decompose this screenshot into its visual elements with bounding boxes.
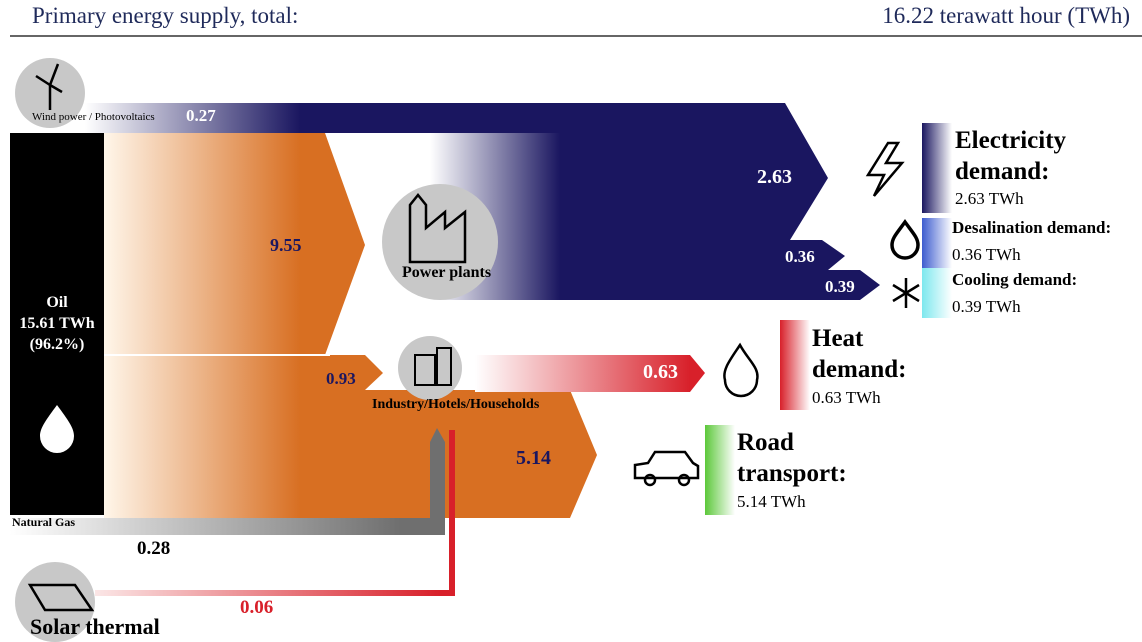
flow-label: 0.93 (326, 369, 356, 388)
water-icon (890, 219, 920, 260)
gas-flow (10, 428, 445, 535)
flow-label: 0.63 (643, 361, 678, 383)
demand-title: Electricity demand: (955, 127, 1067, 185)
source-label: Wind power / Photovoltaics (32, 111, 155, 123)
oil-flow (104, 133, 597, 518)
demand-title: Desalination demand: (952, 218, 1112, 237)
flow-label: 0.27 (186, 106, 216, 125)
flow-label: 0.39 (825, 277, 855, 296)
solar-icon (15, 562, 95, 642)
node-label: Industry/Hotels/Households (372, 397, 540, 412)
demand-value: 5.14 TWh (737, 492, 806, 511)
electricity-flow (430, 103, 880, 300)
source-label: Natural Gas (12, 515, 75, 529)
car-icon (633, 450, 700, 487)
road-bar (705, 425, 735, 515)
panel (27, 583, 95, 612)
oil-drop (40, 405, 74, 453)
header-total: 16.22 terawatt hour (TWh) (882, 3, 1130, 28)
flow-label: 0.36 (785, 247, 815, 266)
heat-flow (475, 355, 705, 392)
building (414, 347, 452, 386)
electricity-bar (922, 123, 952, 213)
industry-icon (398, 336, 462, 400)
cooling-bar (922, 268, 952, 318)
demand-value: 0.36 TWh (952, 245, 1021, 264)
demand-value: 0.63 TWh (812, 388, 881, 407)
demand-value: 2.63 TWh (955, 189, 1024, 208)
source-value: 15.61 TWh (19, 315, 95, 332)
flow-label: 9.55 (270, 235, 302, 255)
demand-title: Road transport: (737, 429, 847, 487)
demand-value: 0.39 TWh (952, 297, 1021, 316)
flow-label: 0.28 (137, 538, 171, 559)
source-share: (96.2%) (29, 336, 85, 353)
flow-label: 0.06 (240, 597, 274, 618)
power-plant-icon (382, 184, 498, 300)
demand-title: Cooling demand: (952, 270, 1078, 289)
flame-icon (723, 342, 759, 398)
snowflake-icon (892, 278, 920, 308)
turbine (35, 63, 63, 110)
header-title: Primary energy supply, total: (32, 3, 299, 28)
heat-bar (780, 320, 810, 410)
flow-label: 2.63 (757, 166, 792, 188)
demand-title: Heat demand: (812, 325, 907, 383)
node-label: Power plants (402, 264, 492, 281)
wind-flow (85, 103, 565, 133)
source-label: Oil (46, 294, 68, 311)
lightning-icon (865, 141, 905, 197)
factory (408, 192, 467, 264)
flow-label: 5.14 (516, 447, 551, 469)
source-label: Solar thermal (30, 614, 160, 639)
desalination-bar (922, 218, 952, 268)
